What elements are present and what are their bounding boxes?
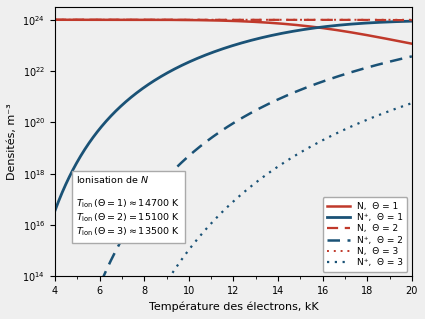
- Y-axis label: Densités, m⁻³: Densités, m⁻³: [7, 103, 17, 180]
- Legend: N,  Θ = 1, N⁺,  Θ = 1, N,  Θ = 2, N⁺,  Θ = 2, N,  Θ = 3, N⁺,  Θ = 3: N, Θ = 1, N⁺, Θ = 1, N, Θ = 2, N⁺, Θ = 2…: [323, 197, 407, 272]
- Text: Ionisation de $N$

$T_{\rm ion}\,(\Theta = 1) \approx 14700$ K
$T_{\rm ion}\,(\T: Ionisation de $N$ $T_{\rm ion}\,(\Theta …: [76, 174, 180, 238]
- X-axis label: Température des électrons, kK: Température des électrons, kK: [149, 301, 318, 312]
